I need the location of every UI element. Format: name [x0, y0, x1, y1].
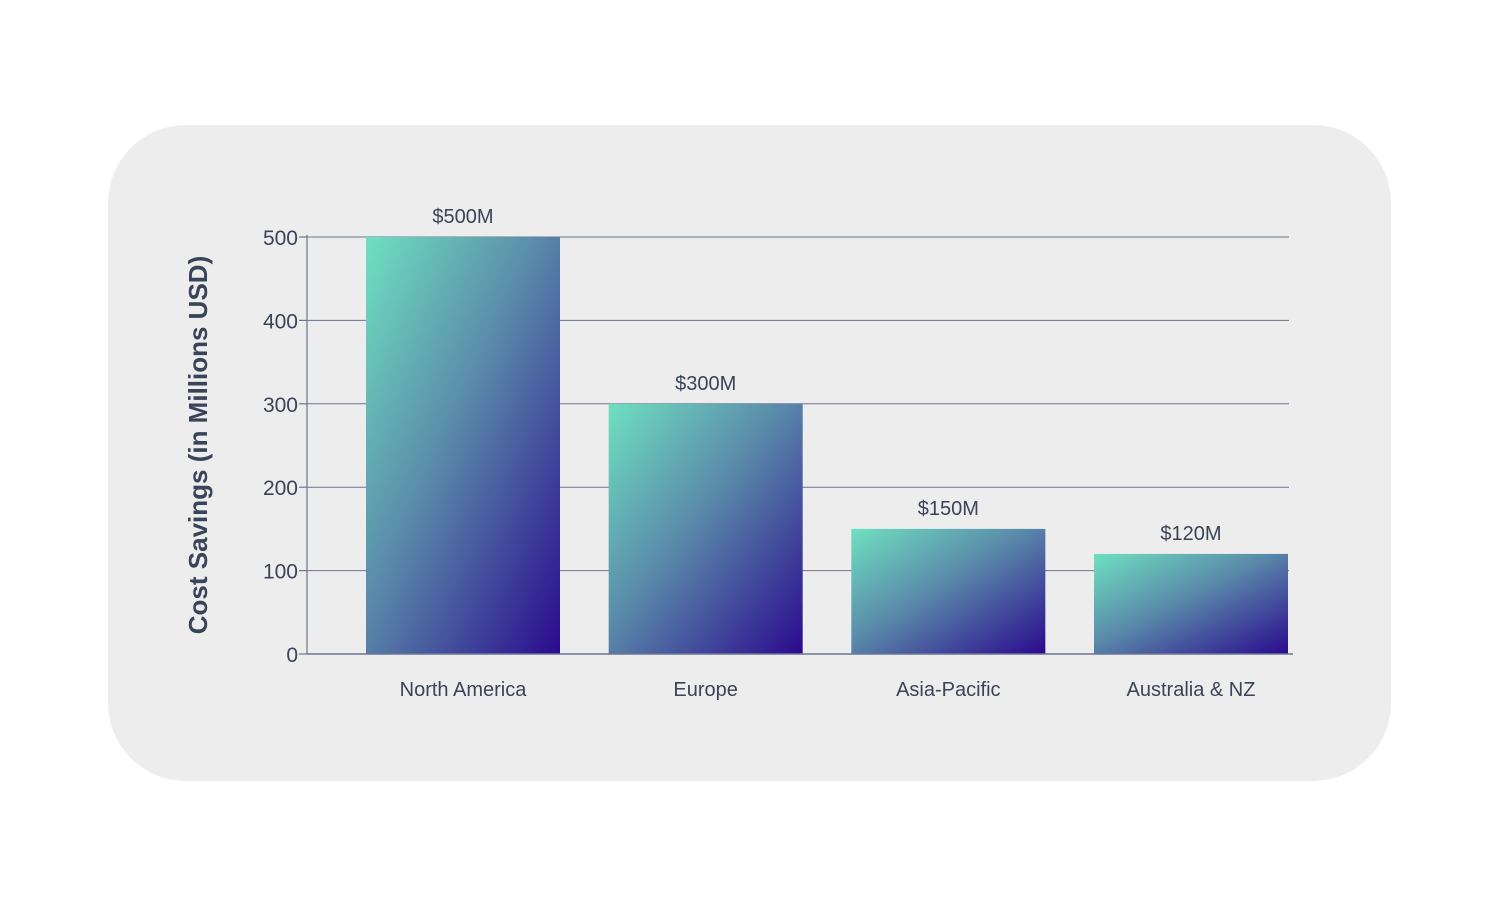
data-label: $300M [675, 373, 736, 395]
y-axis-title: Cost Savings (in Millions USD) [183, 256, 213, 634]
x-tick-label: Asia-Pacific [896, 679, 1000, 701]
y-tick-label: 0 [286, 644, 298, 667]
bars [366, 237, 1288, 654]
axes [306, 235, 1293, 655]
y-tick-label: 200 [263, 477, 298, 500]
x-tick-label: North America [400, 679, 528, 701]
labels: 0 100 200 300 400 500 $500M North America $300M E… [263, 206, 1256, 701]
y-tick-label: 100 [263, 561, 298, 584]
bar [1094, 553, 1288, 654]
x-tick-label: Europe [673, 679, 738, 701]
x-tick-label: Australia & NZ [1127, 679, 1256, 701]
bar [608, 403, 803, 654]
data-label: $120M [1160, 523, 1221, 545]
bar [366, 237, 560, 654]
data-label: $500M [432, 206, 493, 228]
y-tick-label: 500 [263, 227, 298, 250]
data-label: $150M [918, 498, 979, 520]
bar [851, 528, 1046, 654]
y-tick-label: 400 [263, 310, 298, 333]
y-tick-label: 300 [263, 394, 298, 417]
